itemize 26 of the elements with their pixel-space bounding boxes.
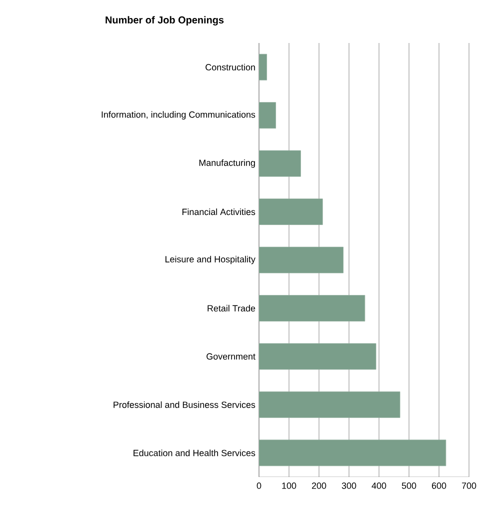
x-tick-label: 0 bbox=[256, 482, 262, 489]
bar bbox=[259, 391, 400, 418]
x-tick-label: 200 bbox=[312, 482, 326, 489]
x-tick-label: 600 bbox=[432, 482, 446, 489]
y-tick-label: Professional and Business Services bbox=[114, 401, 256, 408]
x-tick-label: 500 bbox=[402, 482, 416, 489]
x-tick-label: 400 bbox=[372, 482, 386, 489]
bar bbox=[259, 295, 366, 322]
y-tick-label: Retail Trade bbox=[208, 304, 256, 312]
x-tick-label: 300 bbox=[342, 482, 356, 489]
bar bbox=[259, 246, 344, 274]
bar bbox=[259, 440, 446, 466]
y-tick-label: Manufacturing bbox=[199, 159, 255, 168]
y-tick-label: Government bbox=[206, 353, 256, 360]
bar bbox=[259, 150, 301, 177]
bar bbox=[259, 198, 323, 225]
bar bbox=[259, 343, 376, 370]
y-tick-label: Information, including Communications bbox=[102, 111, 256, 120]
bar bbox=[259, 102, 276, 129]
y-tick-label: Leisure and Hospitality bbox=[166, 256, 256, 264]
x-tick-label: 700 bbox=[462, 482, 476, 489]
x-tick-label: 100 bbox=[282, 482, 296, 489]
y-tick-label: Financial Activities bbox=[182, 208, 256, 216]
y-tick-label: Construction bbox=[206, 64, 255, 70]
text: Number of Job Openings bbox=[106, 16, 224, 26]
y-tick-label: Education and Health Services bbox=[134, 450, 256, 456]
